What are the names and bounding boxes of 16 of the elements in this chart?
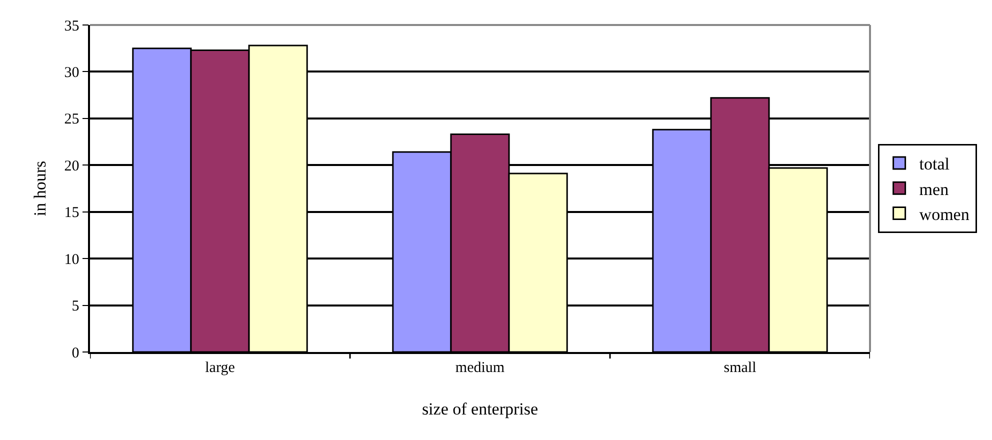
y-tick-label: 25 xyxy=(64,112,80,128)
x-axis-title: size of enterprise xyxy=(422,400,538,419)
y-tick-label: 20 xyxy=(64,158,80,174)
legend-label: women xyxy=(919,204,970,224)
x-tick-label: small xyxy=(724,360,756,376)
legend-label: men xyxy=(919,180,950,199)
y-tick-label: 30 xyxy=(64,64,80,81)
y-tick-label: 5 xyxy=(72,298,80,315)
legend-label: total xyxy=(919,154,950,174)
x-tick-label: large xyxy=(205,360,236,376)
y-tick-label: 35 xyxy=(64,18,80,34)
y-axis-title: in hours xyxy=(30,160,50,216)
y-tick-label: 15 xyxy=(64,205,80,222)
x-tick-label: medium xyxy=(455,360,505,376)
y-tick-label: 0 xyxy=(72,345,80,362)
y-tick-label: 10 xyxy=(64,252,80,268)
